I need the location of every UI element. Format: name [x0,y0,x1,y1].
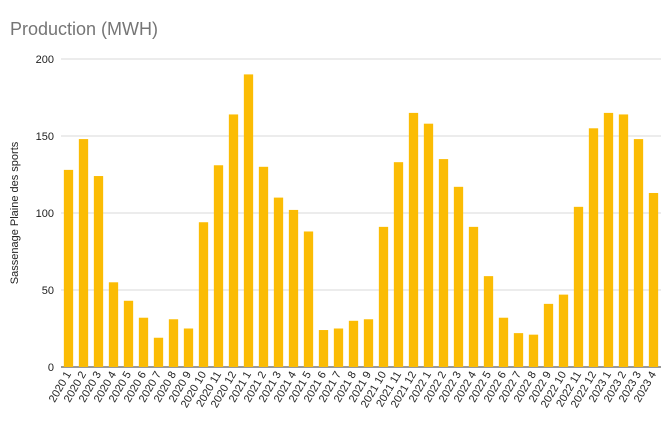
bar [273,197,284,367]
y-tick-labels: 0 50 100 150 200 [36,54,54,374]
bar [63,169,74,367]
bar [228,114,239,367]
bar [303,231,314,367]
bar [378,226,389,367]
bar [603,112,614,368]
bar [108,282,119,367]
bar [618,114,629,367]
bar [393,162,404,367]
bar [213,165,224,367]
bar [318,330,329,367]
bars [63,74,659,368]
bar [573,206,584,367]
gridlines [61,58,661,368]
bar [138,317,149,367]
y-tick-label: 50 [42,285,54,297]
y-tick-label: 0 [48,362,54,374]
bar [543,303,554,367]
bar [183,328,194,367]
bar [153,337,164,367]
bar [288,209,299,367]
bar [363,319,374,367]
chart-title: Production (MWH) [10,19,159,39]
bar [468,226,479,367]
bar [453,186,464,367]
y-tick-label: 150 [36,131,54,143]
bar [168,319,179,367]
bar [498,317,509,367]
bar [123,300,134,367]
bar [93,176,104,367]
bar [423,123,434,368]
bar [348,320,359,367]
y-axis-label: Sassenage Plaine des sports [9,141,21,284]
bar [198,222,209,367]
bar [243,74,254,368]
bar [648,192,659,367]
bar [588,128,599,367]
bar [78,139,89,367]
bar [438,159,449,367]
bar [333,328,344,367]
y-tick-label: 100 [36,208,54,220]
bar [633,139,644,367]
bar [558,294,569,367]
bar [528,334,539,367]
bar [513,333,524,367]
bar [408,112,419,368]
bar [483,276,494,367]
y-tick-label: 200 [36,54,54,66]
bar [258,166,269,367]
